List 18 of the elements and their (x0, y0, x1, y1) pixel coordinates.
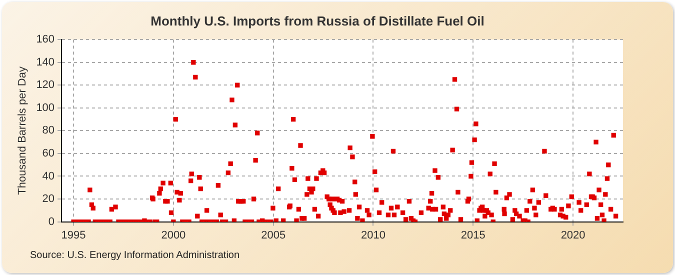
y-tick-label: 140 (36, 56, 55, 68)
source-note: Source: U.S. Energy Information Administration (30, 250, 240, 261)
chart-title: Monthly U.S. Imports from Russia of Distillate Fuel Oil (150, 13, 484, 28)
y-tick-label: 60 (42, 148, 55, 160)
x-tick-label: 2010 (361, 229, 386, 242)
y-tick-label: 120 (36, 79, 55, 92)
x-tick-label: 2005 (261, 229, 286, 242)
x-tick-label: 2015 (460, 229, 486, 242)
y-tick-label: 20 (42, 193, 55, 206)
y-tick-label: 100 (36, 102, 55, 114)
y-axis-title: Thousand Barrels per Day (16, 66, 29, 195)
x-tick-label: 2000 (161, 229, 186, 242)
y-tick-label: 80 (42, 124, 55, 137)
y-tick-label: 0 (48, 216, 55, 228)
x-tick-label: 1995 (61, 229, 86, 242)
x-tick-label: 2020 (560, 229, 586, 242)
y-tick-label: 160 (36, 34, 55, 46)
y-tick-label: 40 (42, 170, 55, 182)
